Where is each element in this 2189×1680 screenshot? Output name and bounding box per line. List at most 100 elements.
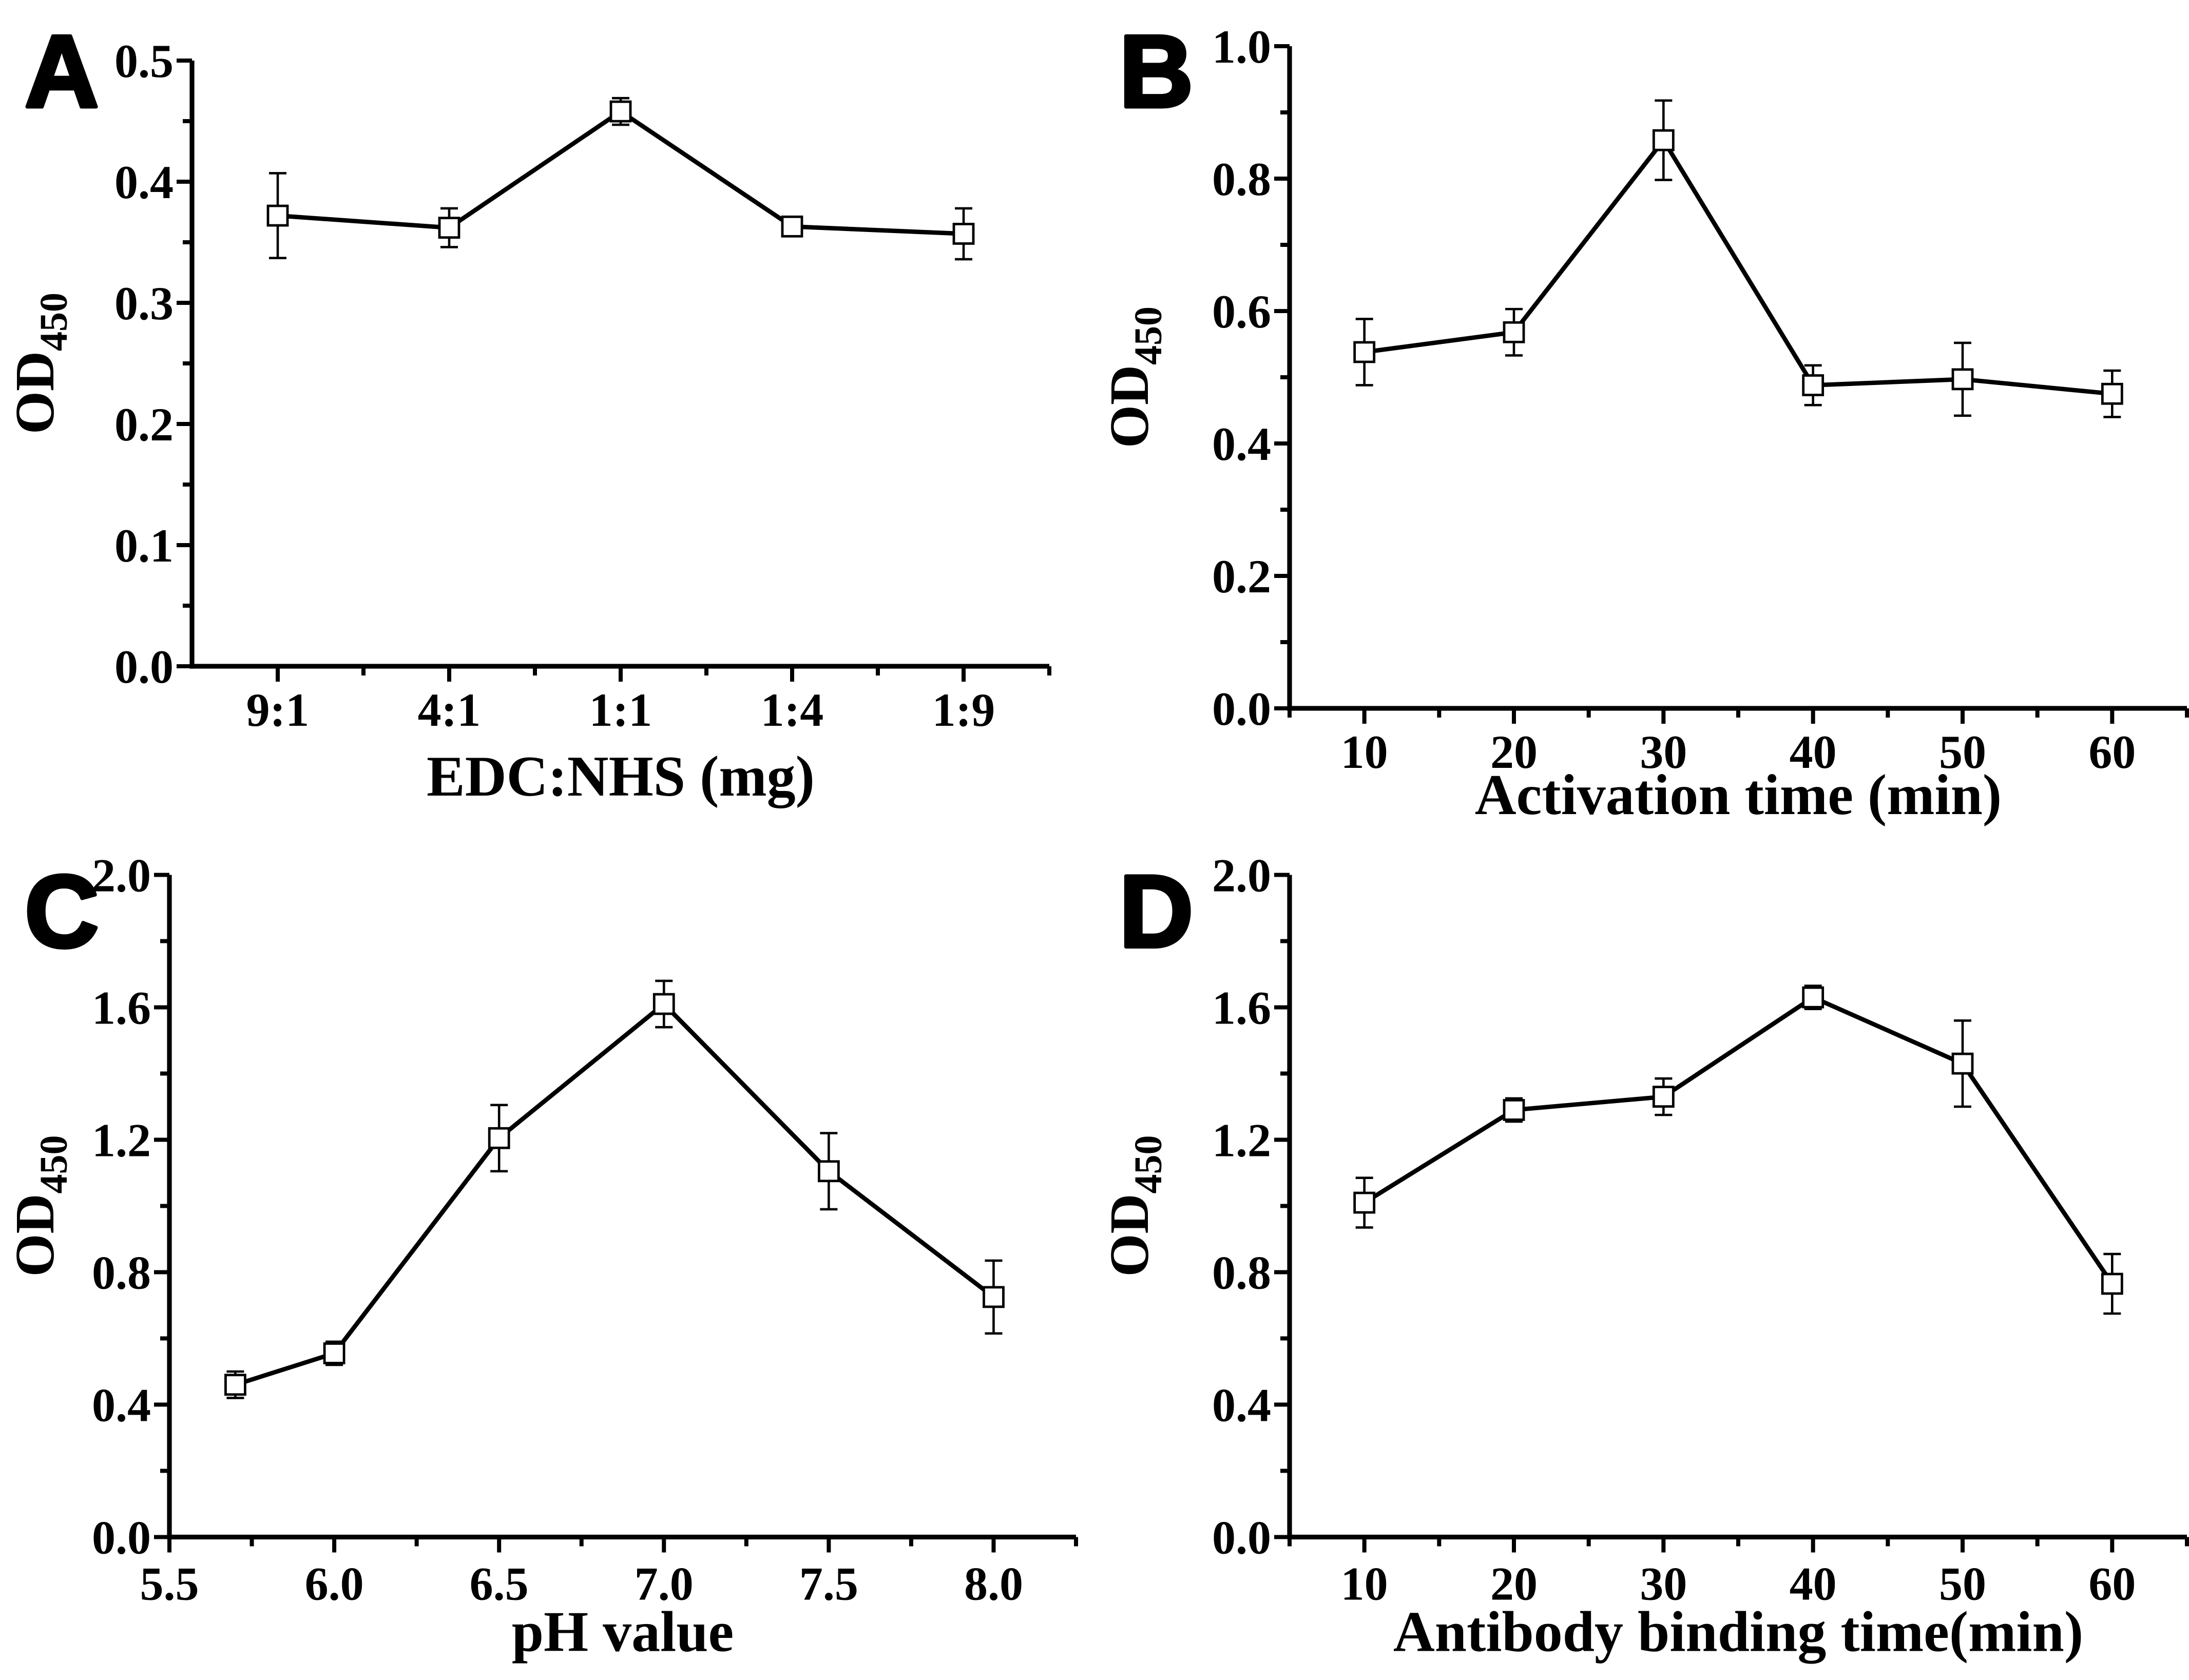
panel-D: 0.0 0.4 0.8 1.2 1.6 2.0 10 20 30 40 50 60 D OD450 Anti… <box>1094 840 2189 1680</box>
panel-B: 0.0 0.2 0.4 0.6 0.8 1.0 10 20 30 40 50 60 B OD450 Acti… <box>1094 0 2189 840</box>
panel-C: 0.0 0.4 0.8 1.2 1.6 2.0 5.5 6.0 6.5 7.0 7.5 8.0 C OD4… <box>0 840 1094 1680</box>
x-tick-label: 60 <box>2088 726 2136 778</box>
x-tick-label: 10 <box>1341 726 1388 778</box>
y-tick-label: 2.0 <box>92 849 151 902</box>
data-point-marker <box>1951 368 1974 391</box>
panel-letter: C <box>25 855 99 969</box>
data-line <box>1364 136 2113 396</box>
x-tick-label: 40 <box>1790 1558 1837 1610</box>
x-tick-label: 1:9 <box>932 684 995 736</box>
data-point-marker <box>2101 382 2123 405</box>
data-point-marker <box>1652 1086 1675 1108</box>
x-tick-label: 40 <box>1790 726 1837 778</box>
x-axis-label: EDC:NHS (mg) <box>427 745 815 808</box>
y-axis-label: OD450 <box>1099 306 1170 448</box>
panel-C-chart: 0.0 0.4 0.8 1.2 1.6 2.0 5.5 6.0 6.5 7.0 7.5 8.0 C OD4… <box>5 849 1078 1664</box>
x-axis-label: Antibody binding time(min) <box>1393 1600 2083 1664</box>
data-line <box>1363 995 2114 1285</box>
y-axis-label: OD450 <box>5 293 75 434</box>
data-point-marker <box>1353 341 1376 363</box>
y-tick-label: 0.3 <box>114 277 174 330</box>
x-tick-label: 1:1 <box>589 684 652 736</box>
x-tick-label: 8.0 <box>964 1558 1023 1610</box>
data-point-marker <box>952 223 975 245</box>
y-tick-label: 2.0 <box>1212 849 1271 902</box>
data-point-marker <box>781 215 803 238</box>
y-tick-label: 0.4 <box>1212 1379 1271 1432</box>
y-axis-label: OD450 <box>1099 1135 1170 1277</box>
x-tick-label: 5.5 <box>140 1558 199 1610</box>
data-point-marker <box>1652 129 1675 151</box>
x-tick-label: 20 <box>1490 1558 1538 1610</box>
data-point-marker <box>1802 374 1825 396</box>
data-point-marker <box>2101 1272 2123 1295</box>
y-tick-label: 0.8 <box>92 1247 151 1299</box>
data-point-marker <box>266 204 289 227</box>
data-point-marker <box>1951 1052 1974 1075</box>
data-point-marker <box>323 1342 345 1364</box>
data-point-marker <box>817 1160 840 1183</box>
data-point-marker <box>488 1127 510 1149</box>
y-axis-label-main: OD <box>5 1194 66 1277</box>
y-tick-label: 1.6 <box>1212 982 1271 1034</box>
y-axis-label-main: OD <box>1099 1194 1160 1277</box>
y-tick-label: 0.4 <box>114 156 174 208</box>
x-tick-label: 10 <box>1341 1558 1388 1610</box>
x-tick-label: 20 <box>1490 726 1538 778</box>
data-point-marker <box>1503 1099 1525 1121</box>
y-tick-label: 0.2 <box>114 398 174 451</box>
x-tick-label: 30 <box>1640 726 1687 778</box>
y-tick-label: 1.0 <box>1212 21 1271 73</box>
y-axis-label-main: OD <box>1099 365 1160 448</box>
y-tick-label: 0.4 <box>1212 418 1271 470</box>
y-tick-label: 0.6 <box>1212 285 1271 338</box>
x-tick-label: 1:4 <box>761 684 824 736</box>
panel-A: 0.0 0.1 0.2 0.3 0.4 0.5 9:1 4:1 1:1 1:4 1:9 A OD450 E… <box>0 0 1094 840</box>
data-point-marker <box>1802 986 1825 1009</box>
y-tick-label: 0.8 <box>1212 1247 1271 1299</box>
data-point-marker <box>983 1286 1005 1308</box>
y-tick-label: 0.8 <box>1212 153 1271 205</box>
panel-D-chart: 0.0 0.4 0.8 1.2 1.6 2.0 10 20 30 40 50 60 D OD450 Anti… <box>1099 849 2189 1664</box>
x-tick-label: 30 <box>1640 1558 1687 1610</box>
y-tick-label: 0.0 <box>1212 683 1271 735</box>
data-line <box>235 1001 995 1387</box>
y-tick-label: 0.5 <box>114 35 174 87</box>
x-axis-label: pH value <box>512 1600 734 1664</box>
x-tick-label: 6.0 <box>305 1558 364 1610</box>
x-tick-label: 4:1 <box>418 684 481 736</box>
x-tick-label: 50 <box>1939 1558 1986 1610</box>
panel-B-chart: 0.0 0.2 0.4 0.6 0.8 1.0 10 20 30 40 50 60 B OD450 Acti… <box>1099 13 2189 827</box>
x-tick-label: 60 <box>2088 1558 2136 1610</box>
y-tick-label: 1.2 <box>1212 1114 1271 1167</box>
x-tick-label: 7.0 <box>635 1558 694 1610</box>
x-tick-label: 50 <box>1939 726 1986 778</box>
data-point-marker <box>1353 1191 1376 1214</box>
y-tick-label: 0.4 <box>92 1379 151 1432</box>
y-axis-label-subscript: 450 <box>1127 306 1170 365</box>
x-tick-label: 7.5 <box>799 1558 858 1610</box>
y-tick-label: 0.1 <box>114 519 174 572</box>
x-tick-label: 9:1 <box>246 684 310 736</box>
data-point-marker <box>1503 321 1525 343</box>
y-tick-label: 0.0 <box>92 1512 151 1564</box>
y-axis-label-subscript: 450 <box>32 1135 75 1194</box>
y-tick-label: 0.2 <box>1212 550 1271 603</box>
y-tick-label: 0.0 <box>114 641 174 693</box>
x-tick-label: 6.5 <box>470 1558 529 1610</box>
y-axis-label-subscript: 450 <box>32 293 75 351</box>
y-tick-label: 1.6 <box>92 982 151 1034</box>
y-axis-label-subscript: 450 <box>1127 1135 1170 1194</box>
panel-letter: D <box>1119 855 1193 969</box>
panel-letter: A <box>25 14 99 129</box>
y-axis-label-main: OD <box>5 351 66 434</box>
y-tick-label: 0.0 <box>1212 1512 1271 1564</box>
data-point-marker <box>438 217 460 239</box>
data-point-marker <box>652 993 675 1015</box>
y-tick-label: 1.2 <box>92 1114 151 1167</box>
data-line <box>277 108 964 236</box>
data-point-marker <box>224 1374 246 1396</box>
data-point-marker <box>609 100 632 123</box>
panel-letter: B <box>1119 14 1193 129</box>
